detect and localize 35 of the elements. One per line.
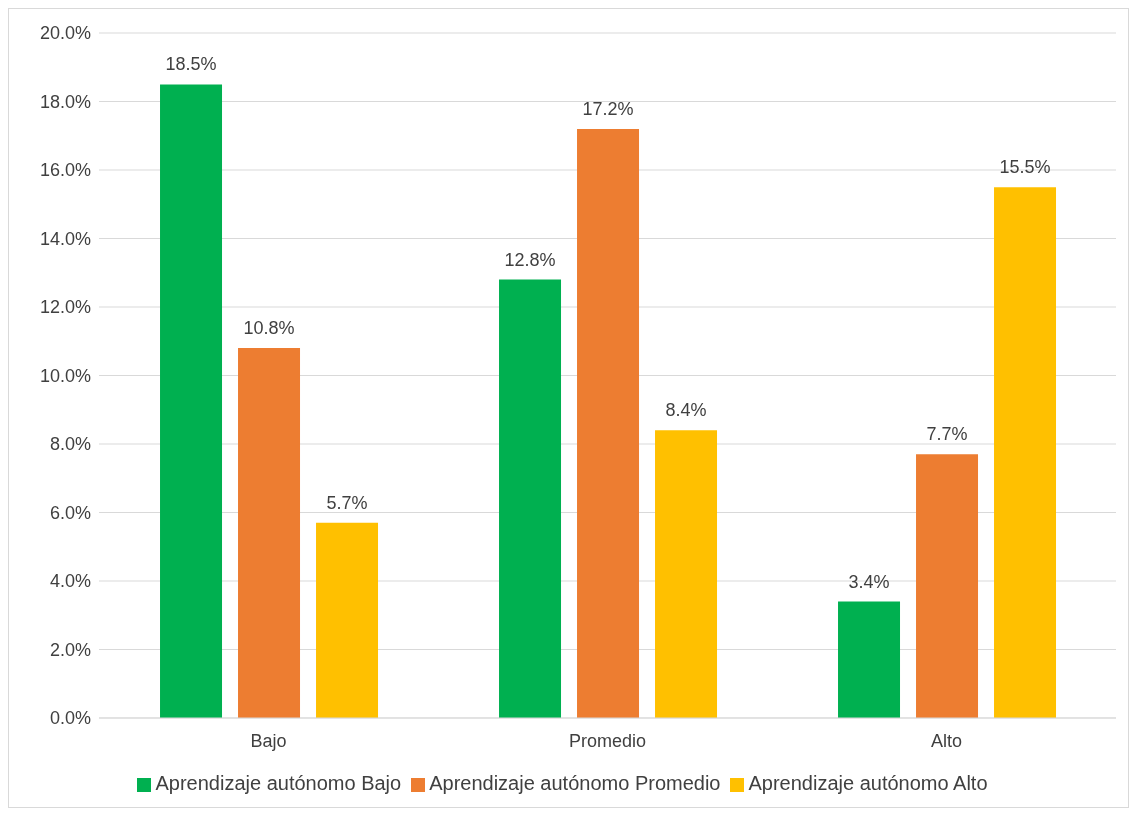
y-tick-label: 16.0% bbox=[39, 160, 91, 181]
data-label: 15.5% bbox=[999, 157, 1051, 178]
y-tick-label: 4.0% bbox=[49, 571, 91, 592]
bar bbox=[577, 128, 640, 718]
bar bbox=[994, 187, 1057, 718]
legend-label: Aprendizaje autónomo Bajo bbox=[155, 772, 402, 794]
legend-label: Aprendizaje autónomo Alto bbox=[748, 772, 988, 794]
bar bbox=[160, 84, 223, 718]
data-label: 3.4% bbox=[848, 571, 890, 592]
data-label: 12.8% bbox=[504, 249, 556, 270]
y-tick-label: 14.0% bbox=[39, 228, 91, 249]
bar bbox=[655, 430, 718, 718]
bar bbox=[838, 601, 901, 718]
data-label: 10.8% bbox=[243, 318, 295, 339]
data-label: 8.4% bbox=[665, 400, 707, 421]
bar bbox=[238, 348, 301, 718]
x-tick-label: Alto bbox=[930, 730, 963, 751]
x-tick-label: Promedio bbox=[568, 730, 647, 751]
y-tick-label: 0.0% bbox=[49, 708, 91, 729]
x-tick-label: Bajo bbox=[250, 730, 287, 751]
bar bbox=[316, 522, 379, 718]
data-label: 18.5% bbox=[165, 54, 217, 75]
data-label: 17.2% bbox=[582, 98, 634, 119]
y-tick-label: 20.0% bbox=[39, 23, 91, 44]
y-tick-label: 12.0% bbox=[39, 297, 91, 318]
data-label: 7.7% bbox=[926, 424, 968, 445]
y-tick-label: 6.0% bbox=[49, 502, 91, 523]
data-label: 5.7% bbox=[326, 492, 368, 513]
bar bbox=[499, 279, 562, 718]
y-tick-label: 8.0% bbox=[49, 434, 91, 455]
y-tick-label: 18.0% bbox=[39, 91, 91, 112]
y-tick-label: 10.0% bbox=[39, 365, 91, 386]
y-tick-label: 2.0% bbox=[49, 639, 91, 660]
bar bbox=[916, 454, 979, 718]
legend-label: Aprendizaje autónomo Promedio bbox=[429, 772, 721, 794]
